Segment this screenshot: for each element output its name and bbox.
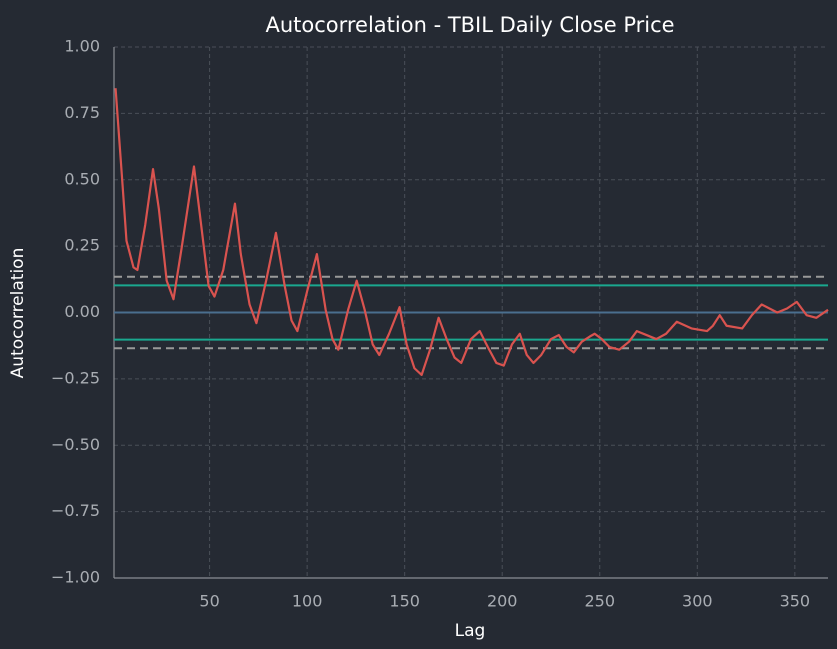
y-tick-label: 0.75 bbox=[64, 103, 100, 122]
x-tick-label: 150 bbox=[389, 592, 420, 611]
x-tick-label: 100 bbox=[292, 592, 323, 611]
x-tick-label: 350 bbox=[780, 592, 811, 611]
y-tick-label: 0.25 bbox=[64, 236, 100, 255]
chart-title: Autocorrelation - TBIL Daily Close Price bbox=[265, 13, 674, 37]
x-axis-label: Lag bbox=[455, 621, 486, 641]
series-line bbox=[114, 88, 829, 376]
y-tick-label: −0.25 bbox=[51, 368, 100, 387]
y-tick-label: −0.50 bbox=[51, 435, 100, 454]
y-tick-label: 0.00 bbox=[64, 302, 100, 321]
x-tick-label: 200 bbox=[487, 592, 518, 611]
y-tick-label: −0.75 bbox=[51, 501, 100, 520]
y-tick-label: −1.00 bbox=[51, 568, 100, 587]
x-tick-label: 50 bbox=[199, 592, 219, 611]
y-axis-label: Autocorrelation bbox=[8, 248, 28, 379]
y-tick-label: 1.00 bbox=[64, 37, 100, 56]
x-tick-label: 300 bbox=[682, 592, 713, 611]
y-tick-label: 0.50 bbox=[64, 169, 100, 188]
x-tick-label: 250 bbox=[584, 592, 615, 611]
